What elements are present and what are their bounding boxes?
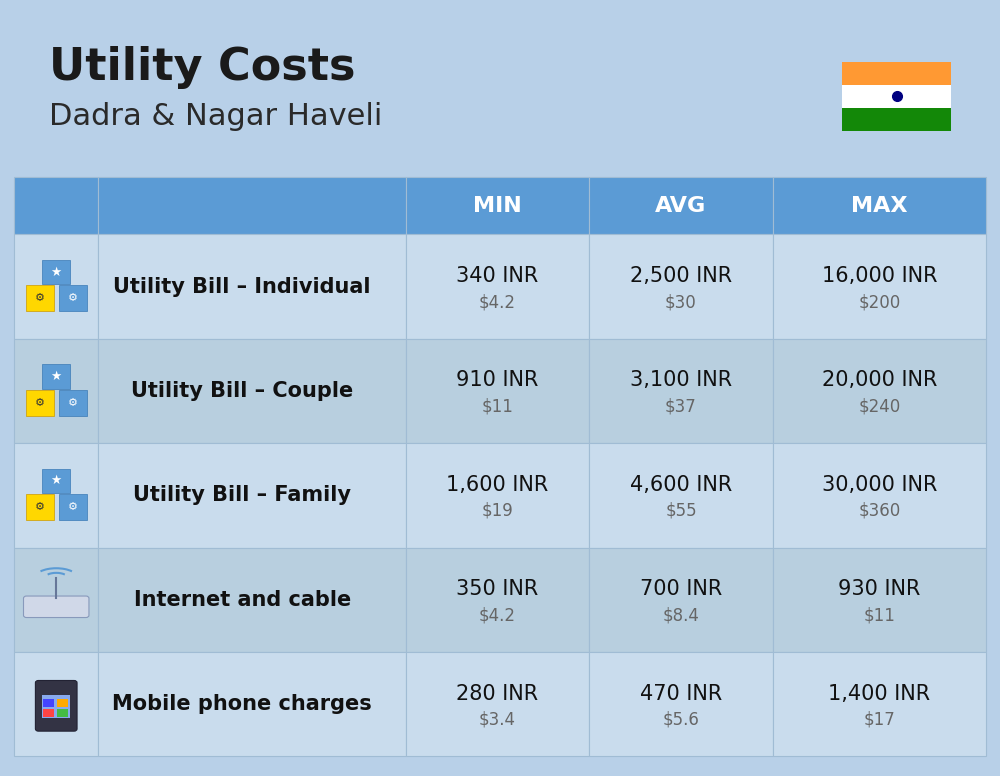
Text: ★: ★ <box>51 370 62 383</box>
Text: 350 INR: 350 INR <box>456 579 539 599</box>
Text: 3,100 INR: 3,100 INR <box>630 370 732 390</box>
FancyBboxPatch shape <box>14 339 98 443</box>
Text: $200: $200 <box>858 293 900 311</box>
FancyBboxPatch shape <box>26 390 54 416</box>
FancyBboxPatch shape <box>98 339 406 443</box>
Text: 340 INR: 340 INR <box>456 266 539 286</box>
FancyBboxPatch shape <box>98 443 406 548</box>
Text: $240: $240 <box>858 397 900 415</box>
FancyBboxPatch shape <box>57 699 68 707</box>
FancyBboxPatch shape <box>773 443 986 548</box>
Text: $55: $55 <box>665 502 697 520</box>
FancyBboxPatch shape <box>42 260 70 284</box>
FancyBboxPatch shape <box>589 652 773 757</box>
Text: Internet and cable: Internet and cable <box>134 590 351 610</box>
FancyBboxPatch shape <box>26 285 54 311</box>
FancyBboxPatch shape <box>406 652 589 757</box>
FancyBboxPatch shape <box>57 709 68 716</box>
FancyBboxPatch shape <box>773 234 986 339</box>
FancyBboxPatch shape <box>14 234 98 339</box>
FancyBboxPatch shape <box>406 177 589 234</box>
FancyBboxPatch shape <box>35 681 77 731</box>
FancyBboxPatch shape <box>406 339 589 443</box>
FancyBboxPatch shape <box>14 652 98 757</box>
Text: ★: ★ <box>51 474 62 487</box>
FancyBboxPatch shape <box>406 234 589 339</box>
FancyBboxPatch shape <box>589 339 773 443</box>
FancyBboxPatch shape <box>42 469 70 494</box>
FancyBboxPatch shape <box>14 443 98 548</box>
FancyBboxPatch shape <box>14 177 98 234</box>
FancyBboxPatch shape <box>43 699 54 707</box>
Text: 1,600 INR: 1,600 INR <box>446 475 549 495</box>
Text: $4.2: $4.2 <box>479 293 516 311</box>
FancyBboxPatch shape <box>98 652 406 757</box>
FancyBboxPatch shape <box>589 548 773 652</box>
Text: 1,400 INR: 1,400 INR <box>828 684 930 704</box>
Text: 910 INR: 910 INR <box>456 370 539 390</box>
Text: 16,000 INR: 16,000 INR <box>822 266 937 286</box>
Text: $5.6: $5.6 <box>663 711 699 729</box>
Text: Utility Costs: Utility Costs <box>49 47 355 89</box>
FancyBboxPatch shape <box>773 548 986 652</box>
FancyBboxPatch shape <box>24 596 89 618</box>
Text: 280 INR: 280 INR <box>456 684 539 704</box>
Text: $8.4: $8.4 <box>663 606 699 624</box>
Text: $30: $30 <box>665 293 697 311</box>
Text: $37: $37 <box>665 397 697 415</box>
Text: ⚙: ⚙ <box>68 293 78 303</box>
Text: Dadra & Nagar Haveli: Dadra & Nagar Haveli <box>49 102 382 131</box>
Text: $11: $11 <box>482 397 513 415</box>
Text: $11: $11 <box>863 606 895 624</box>
Text: AVG: AVG <box>655 196 707 216</box>
Text: Utility Bill – Family: Utility Bill – Family <box>133 486 351 505</box>
FancyBboxPatch shape <box>43 709 54 716</box>
FancyBboxPatch shape <box>589 234 773 339</box>
FancyBboxPatch shape <box>98 177 406 234</box>
Text: 20,000 INR: 20,000 INR <box>822 370 937 390</box>
FancyBboxPatch shape <box>589 177 773 234</box>
FancyBboxPatch shape <box>26 494 54 520</box>
Text: Utility Bill – Couple: Utility Bill – Couple <box>131 381 353 401</box>
FancyBboxPatch shape <box>98 234 406 339</box>
Text: 2,500 INR: 2,500 INR <box>630 266 732 286</box>
FancyBboxPatch shape <box>842 85 951 108</box>
Text: Mobile phone charges: Mobile phone charges <box>112 695 372 714</box>
Text: MIN: MIN <box>473 196 522 216</box>
Text: 470 INR: 470 INR <box>640 684 722 704</box>
Text: ⚙: ⚙ <box>35 502 45 512</box>
FancyBboxPatch shape <box>59 285 87 311</box>
FancyBboxPatch shape <box>773 177 986 234</box>
FancyBboxPatch shape <box>59 390 87 416</box>
FancyBboxPatch shape <box>842 108 951 131</box>
Text: $17: $17 <box>863 711 895 729</box>
Text: Utility Bill – Individual: Utility Bill – Individual <box>113 277 371 296</box>
Text: $4.2: $4.2 <box>479 606 516 624</box>
Text: ⚙: ⚙ <box>68 502 78 512</box>
FancyBboxPatch shape <box>98 548 406 652</box>
FancyBboxPatch shape <box>773 339 986 443</box>
FancyBboxPatch shape <box>842 62 951 85</box>
FancyBboxPatch shape <box>14 548 98 652</box>
FancyBboxPatch shape <box>42 364 70 389</box>
Text: 700 INR: 700 INR <box>640 579 722 599</box>
Text: 4,600 INR: 4,600 INR <box>630 475 732 495</box>
Text: ★: ★ <box>51 265 62 279</box>
Text: ⚙: ⚙ <box>68 397 78 407</box>
Text: ⚙: ⚙ <box>35 293 45 303</box>
Text: $3.4: $3.4 <box>479 711 516 729</box>
Text: ⚙: ⚙ <box>35 397 45 407</box>
FancyBboxPatch shape <box>59 494 87 520</box>
Text: 930 INR: 930 INR <box>838 579 921 599</box>
FancyBboxPatch shape <box>589 443 773 548</box>
FancyBboxPatch shape <box>773 652 986 757</box>
Text: 30,000 INR: 30,000 INR <box>822 475 937 495</box>
Text: $19: $19 <box>482 502 513 520</box>
Text: MAX: MAX <box>851 196 908 216</box>
FancyBboxPatch shape <box>406 443 589 548</box>
Text: $360: $360 <box>858 502 900 520</box>
FancyBboxPatch shape <box>42 695 70 718</box>
FancyBboxPatch shape <box>406 548 589 652</box>
